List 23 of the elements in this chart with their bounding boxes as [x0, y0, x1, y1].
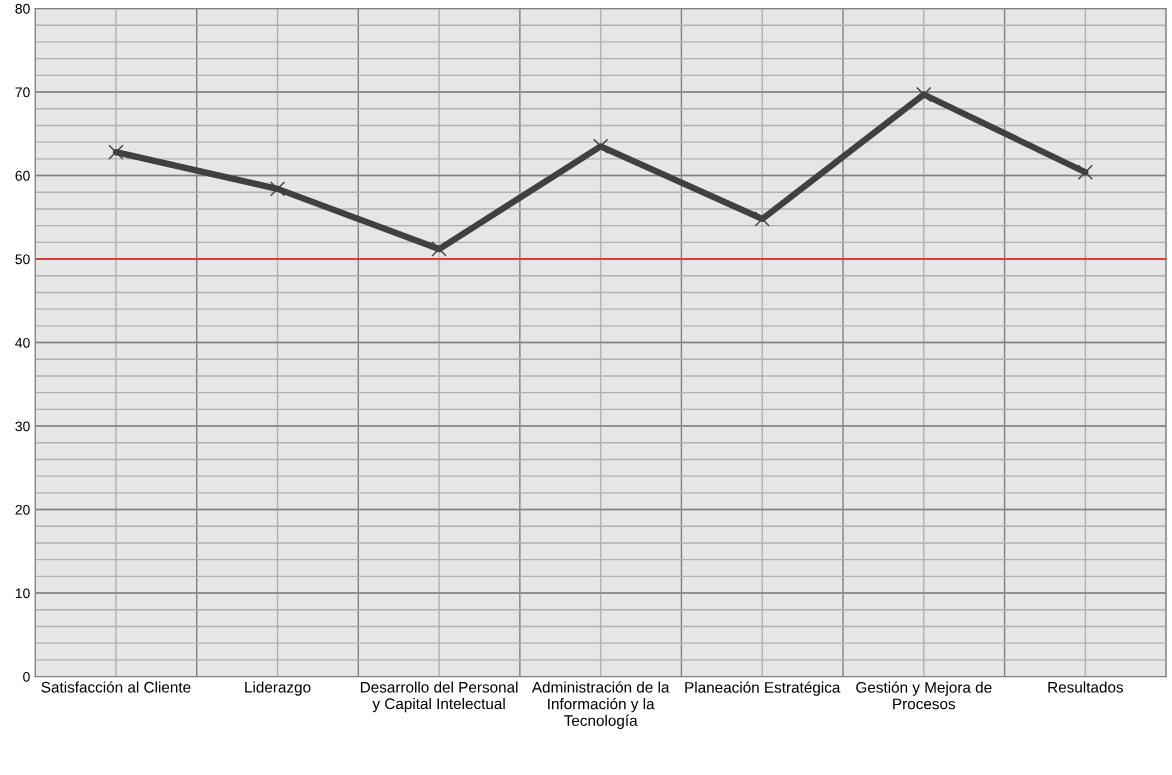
y-tick-label: 60 — [15, 170, 30, 181]
y-tick-label: 0 — [23, 671, 30, 682]
y-tick-label: 30 — [15, 421, 30, 432]
x-tick-label: Administración de la Información y la Tecnología — [531, 681, 670, 730]
point — [593, 138, 609, 154]
x-tick-label: Gestión y Mejora de Procesos — [856, 681, 992, 710]
y-tick-label: 20 — [15, 504, 30, 515]
x-tick-label: Planeación Estratégica — [685, 681, 841, 696]
x-tick-label: Liderazgo — [245, 681, 311, 696]
point — [916, 86, 932, 103]
point — [269, 181, 286, 197]
y-tick-label: 70 — [15, 87, 30, 98]
point — [754, 211, 770, 227]
point — [1077, 164, 1093, 180]
y-tick-label: 50 — [15, 254, 30, 265]
point — [108, 144, 124, 160]
x-tick-label: Desarrollo del Personal y Capital Intelectual — [360, 681, 518, 713]
point — [431, 241, 447, 257]
y-tick-label: 10 — [15, 588, 30, 599]
x-tick-label: Resultados — [1048, 681, 1124, 693]
y-tick-label: 40 — [15, 337, 30, 348]
x-tick-label: Satisfacción al Cliente — [41, 681, 191, 693]
y-tick-label: 80 — [15, 3, 30, 14]
